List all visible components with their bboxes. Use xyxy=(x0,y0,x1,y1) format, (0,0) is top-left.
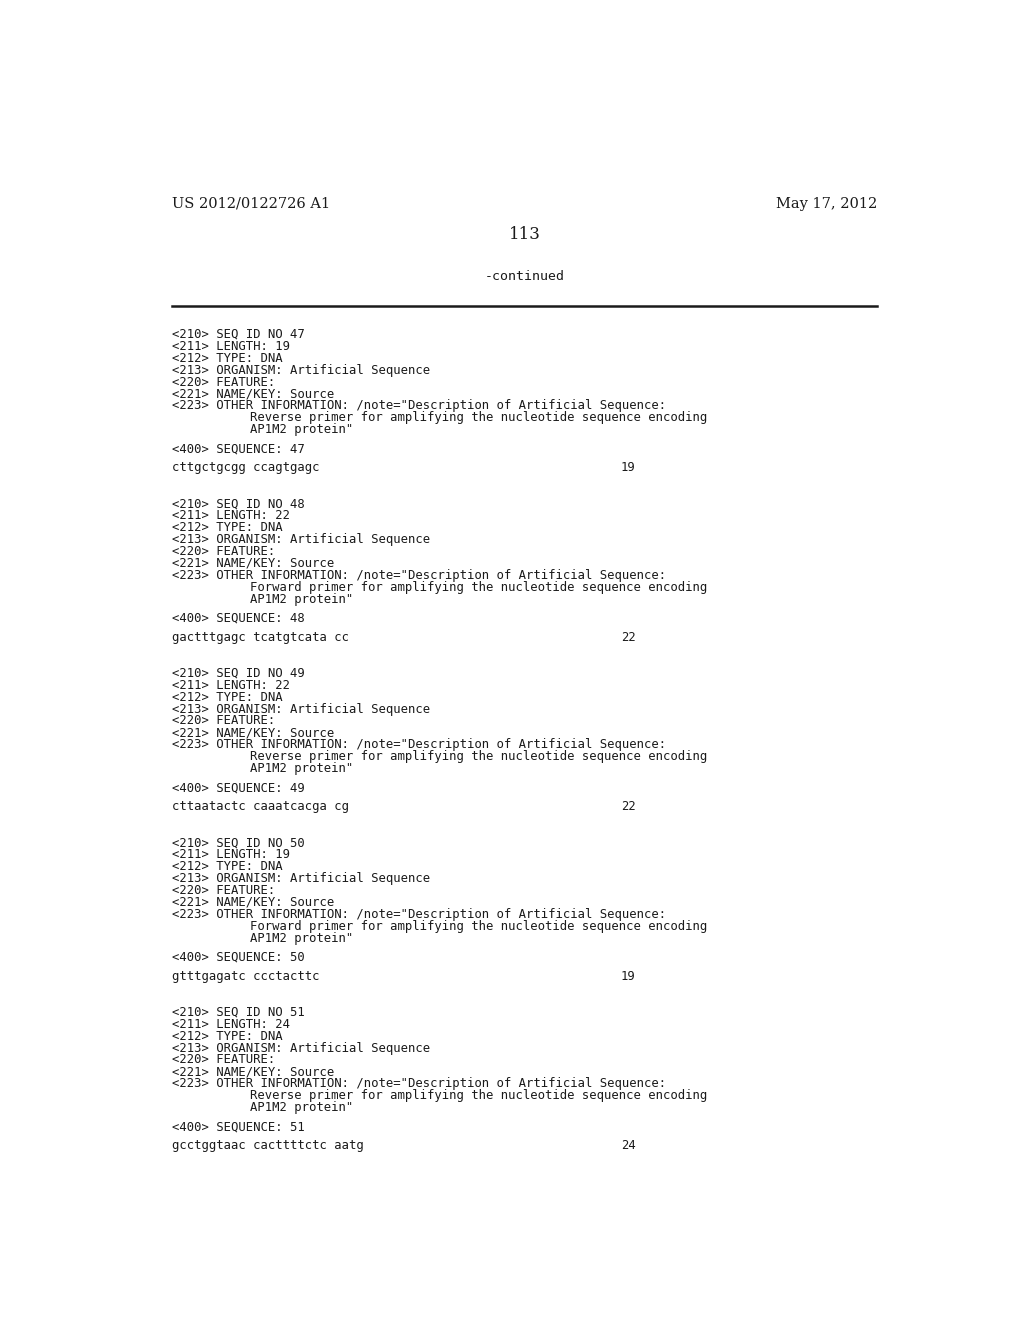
Text: gactttgagc tcatgtcata cc: gactttgagc tcatgtcata cc xyxy=(172,631,349,644)
Text: AP1M2 protein": AP1M2 protein" xyxy=(250,593,353,606)
Text: <400> SEQUENCE: 51: <400> SEQUENCE: 51 xyxy=(172,1121,305,1134)
Text: <223> OTHER INFORMATION: /note="Description of Artificial Sequence:: <223> OTHER INFORMATION: /note="Descript… xyxy=(172,569,667,582)
Text: AP1M2 protein": AP1M2 protein" xyxy=(250,762,353,775)
Text: <223> OTHER INFORMATION: /note="Description of Artificial Sequence:: <223> OTHER INFORMATION: /note="Descript… xyxy=(172,908,667,921)
Text: <211> LENGTH: 19: <211> LENGTH: 19 xyxy=(172,339,290,352)
Text: Reverse primer for amplifying the nucleotide sequence encoding: Reverse primer for amplifying the nucleo… xyxy=(250,750,707,763)
Text: <210> SEQ ID NO 51: <210> SEQ ID NO 51 xyxy=(172,1006,305,1019)
Text: -continued: -continued xyxy=(484,271,565,282)
Text: <220> FEATURE:: <220> FEATURE: xyxy=(172,376,275,388)
Text: Forward primer for amplifying the nucleotide sequence encoding: Forward primer for amplifying the nucleo… xyxy=(250,581,707,594)
Text: <210> SEQ ID NO 49: <210> SEQ ID NO 49 xyxy=(172,667,305,680)
Text: 24: 24 xyxy=(621,1139,636,1152)
Text: <223> OTHER INFORMATION: /note="Description of Artificial Sequence:: <223> OTHER INFORMATION: /note="Descript… xyxy=(172,1077,667,1090)
Text: <221> NAME/KEY: Source: <221> NAME/KEY: Source xyxy=(172,1065,335,1078)
Text: <223> OTHER INFORMATION: /note="Description of Artificial Sequence:: <223> OTHER INFORMATION: /note="Descript… xyxy=(172,400,667,412)
Text: <221> NAME/KEY: Source: <221> NAME/KEY: Source xyxy=(172,557,335,570)
Text: <213> ORGANISM: Artificial Sequence: <213> ORGANISM: Artificial Sequence xyxy=(172,1041,430,1055)
Text: <400> SEQUENCE: 49: <400> SEQUENCE: 49 xyxy=(172,781,305,795)
Text: <212> TYPE: DNA: <212> TYPE: DNA xyxy=(172,351,283,364)
Text: <221> NAME/KEY: Source: <221> NAME/KEY: Source xyxy=(172,726,335,739)
Text: <213> ORGANISM: Artificial Sequence: <213> ORGANISM: Artificial Sequence xyxy=(172,873,430,884)
Text: gcctggtaac cacttttctc aatg: gcctggtaac cacttttctc aatg xyxy=(172,1139,364,1152)
Text: <212> TYPE: DNA: <212> TYPE: DNA xyxy=(172,690,283,704)
Text: cttgctgcgg ccagtgagc: cttgctgcgg ccagtgagc xyxy=(172,462,319,474)
Text: <220> FEATURE:: <220> FEATURE: xyxy=(172,1053,275,1067)
Text: <221> NAME/KEY: Source: <221> NAME/KEY: Source xyxy=(172,388,335,400)
Text: <213> ORGANISM: Artificial Sequence: <213> ORGANISM: Artificial Sequence xyxy=(172,363,430,376)
Text: <211> LENGTH: 19: <211> LENGTH: 19 xyxy=(172,849,290,861)
Text: Reverse primer for amplifying the nucleotide sequence encoding: Reverse primer for amplifying the nucleo… xyxy=(250,412,707,424)
Text: <211> LENGTH: 24: <211> LENGTH: 24 xyxy=(172,1018,290,1031)
Text: <220> FEATURE:: <220> FEATURE: xyxy=(172,884,275,898)
Text: <212> TYPE: DNA: <212> TYPE: DNA xyxy=(172,1030,283,1043)
Text: 19: 19 xyxy=(621,970,636,983)
Text: <210> SEQ ID NO 48: <210> SEQ ID NO 48 xyxy=(172,498,305,511)
Text: <213> ORGANISM: Artificial Sequence: <213> ORGANISM: Artificial Sequence xyxy=(172,533,430,546)
Text: 19: 19 xyxy=(621,462,636,474)
Text: <210> SEQ ID NO 50: <210> SEQ ID NO 50 xyxy=(172,837,305,849)
Text: <220> FEATURE:: <220> FEATURE: xyxy=(172,545,275,558)
Text: 22: 22 xyxy=(621,631,636,644)
Text: <212> TYPE: DNA: <212> TYPE: DNA xyxy=(172,521,283,535)
Text: AP1M2 protein": AP1M2 protein" xyxy=(250,1101,353,1114)
Text: <213> ORGANISM: Artificial Sequence: <213> ORGANISM: Artificial Sequence xyxy=(172,702,430,715)
Text: <212> TYPE: DNA: <212> TYPE: DNA xyxy=(172,861,283,873)
Text: US 2012/0122726 A1: US 2012/0122726 A1 xyxy=(172,197,331,211)
Text: <400> SEQUENCE: 50: <400> SEQUENCE: 50 xyxy=(172,950,305,964)
Text: <400> SEQUENCE: 47: <400> SEQUENCE: 47 xyxy=(172,442,305,455)
Text: gtttgagatc ccctacttc: gtttgagatc ccctacttc xyxy=(172,970,319,983)
Text: <211> LENGTH: 22: <211> LENGTH: 22 xyxy=(172,510,290,523)
Text: <220> FEATURE:: <220> FEATURE: xyxy=(172,714,275,727)
Text: Forward primer for amplifying the nucleotide sequence encoding: Forward primer for amplifying the nucleo… xyxy=(250,920,707,933)
Text: <221> NAME/KEY: Source: <221> NAME/KEY: Source xyxy=(172,896,335,909)
Text: 22: 22 xyxy=(621,800,636,813)
Text: Reverse primer for amplifying the nucleotide sequence encoding: Reverse primer for amplifying the nucleo… xyxy=(250,1089,707,1102)
Text: AP1M2 protein": AP1M2 protein" xyxy=(250,424,353,437)
Text: <211> LENGTH: 22: <211> LENGTH: 22 xyxy=(172,678,290,692)
Text: cttaatactc caaatcacga cg: cttaatactc caaatcacga cg xyxy=(172,800,349,813)
Text: May 17, 2012: May 17, 2012 xyxy=(776,197,878,211)
Text: 113: 113 xyxy=(509,226,541,243)
Text: <210> SEQ ID NO 47: <210> SEQ ID NO 47 xyxy=(172,327,305,341)
Text: AP1M2 protein": AP1M2 protein" xyxy=(250,932,353,945)
Text: <400> SEQUENCE: 48: <400> SEQUENCE: 48 xyxy=(172,612,305,624)
Text: <223> OTHER INFORMATION: /note="Description of Artificial Sequence:: <223> OTHER INFORMATION: /note="Descript… xyxy=(172,738,667,751)
